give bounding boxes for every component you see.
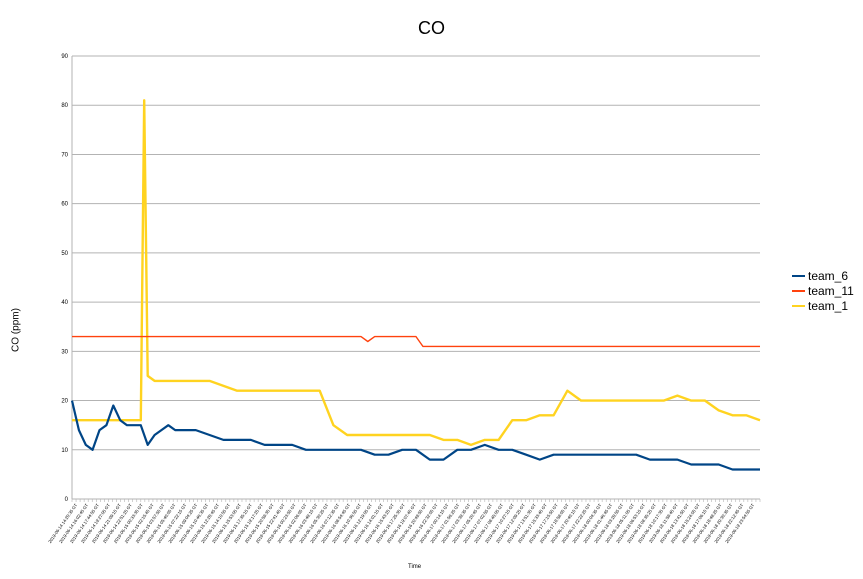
y-tick-label-20: 20	[61, 399, 68, 405]
legend: team_6 team_11 team_1	[792, 268, 854, 313]
y-tick-label-80: 80	[61, 103, 68, 109]
y-tick-label-90: 90	[61, 54, 68, 60]
legend-item-team-11: team_11	[792, 283, 854, 298]
x-axis-label: Time	[408, 564, 422, 570]
legend-label-team-11: team_11	[808, 283, 854, 298]
chart-title: CO	[418, 18, 445, 38]
legend-label-team-1: team_1	[808, 298, 849, 313]
legend-item-team-1: team_1	[792, 298, 854, 313]
legend-swatch-team-1	[792, 304, 805, 307]
series-line-team-1	[72, 99, 761, 447]
y-tick-label-40: 40	[61, 300, 68, 306]
y-tick-label-60: 60	[61, 202, 68, 208]
y-tick-label-50: 50	[61, 251, 68, 257]
legend-label-team-6: team_6	[808, 268, 849, 283]
y-tick-label-70: 70	[61, 152, 68, 158]
y-tick-label-10: 10	[61, 448, 68, 454]
y-tick-label-0: 0	[65, 497, 69, 503]
legend-swatch-team-6	[792, 274, 805, 277]
series-line-team-6	[70, 400, 760, 471]
legend-swatch-team-11	[792, 289, 805, 292]
y-tick-label-30: 30	[61, 349, 68, 355]
series-line-team-11	[72, 335, 760, 348]
legend-item-team-6: team_6	[792, 268, 854, 283]
